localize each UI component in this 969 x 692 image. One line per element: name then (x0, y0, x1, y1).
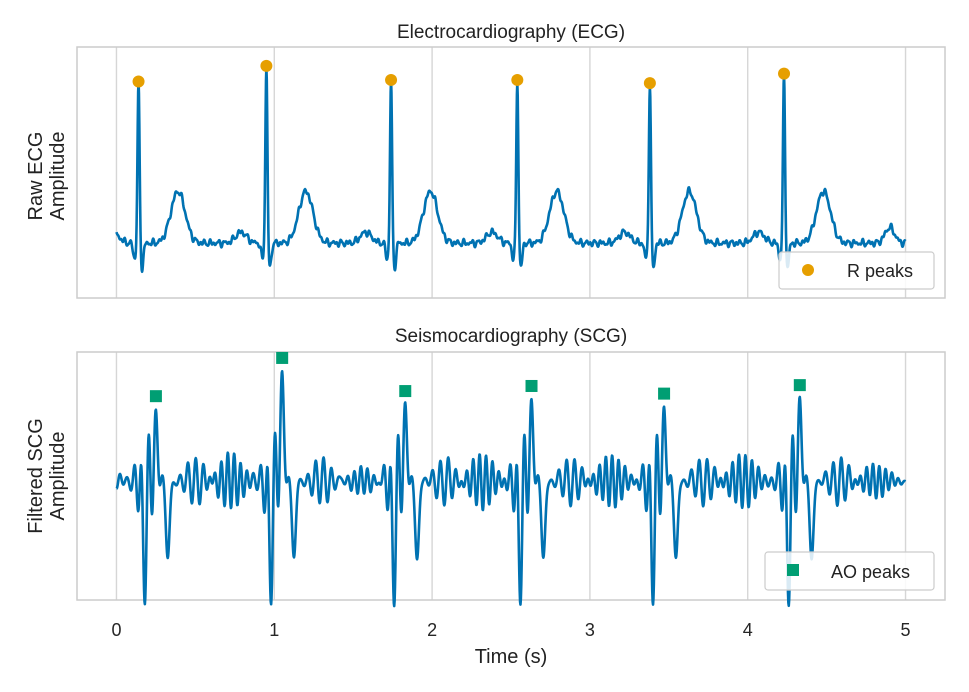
r-peak-marker (132, 75, 145, 88)
scg-panel: Seismocardiography (SCG) Filtered SCG Am… (25, 326, 946, 608)
ao-peak-marker (399, 385, 412, 398)
ecg-signal-line (115, 65, 907, 274)
scg-signal-line (115, 369, 907, 608)
ecg-legend-box (778, 251, 935, 290)
scg-frame (76, 351, 946, 601)
ecg-ylabel-line2: Amplitude (47, 132, 69, 221)
ao-peak-marker (525, 379, 538, 392)
ecg-title: Electrocardiography (ECG) (397, 22, 625, 43)
r-peak-marker (385, 73, 398, 86)
r-peak-marker (778, 67, 791, 80)
x-tick-label: 0 (111, 620, 121, 640)
ecg-ylabel-line1: Raw ECG (25, 132, 47, 221)
scg-legend: AO peaks (764, 551, 935, 591)
ecg-frame (76, 46, 946, 299)
ecg-legend-marker (802, 264, 814, 276)
scg-legend-box (764, 551, 935, 591)
ao-peak-marker (658, 387, 671, 400)
scg-ylabel-line1: Filtered SCG (25, 418, 47, 534)
x-tick-label: 3 (585, 620, 595, 640)
ecg-r-peak-markers (132, 59, 791, 90)
r-peak-marker (643, 77, 656, 90)
scg-legend-marker (787, 564, 799, 576)
r-peak-marker (511, 73, 524, 86)
scg-title: Seismocardiography (SCG) (395, 326, 627, 347)
x-tick-label: 1 (269, 620, 279, 640)
r-peak-marker (260, 59, 273, 72)
ao-peak-marker (149, 390, 162, 403)
scg-ylabel-line2: Amplitude (47, 432, 69, 521)
x-tick-label: 4 (743, 620, 753, 640)
scg-legend-label: AO peaks (831, 562, 910, 582)
scg-ao-peak-markers (149, 351, 806, 403)
ecg-legend-label: R peaks (847, 261, 913, 281)
ecg-panel: Electrocardiography (ECG) Raw ECG Amplit… (25, 22, 946, 299)
x-tick-label: 2 (427, 620, 437, 640)
x-tick-label: 5 (901, 620, 911, 640)
ecg-legend: R peaks (778, 251, 935, 290)
x-tick-labels: 0 1 2 3 4 5 (111, 620, 910, 640)
x-axis-label: Time (s) (475, 646, 548, 668)
ao-peak-marker (793, 379, 806, 392)
ecg-gridlines (115, 47, 907, 298)
ao-peak-marker (276, 351, 289, 364)
